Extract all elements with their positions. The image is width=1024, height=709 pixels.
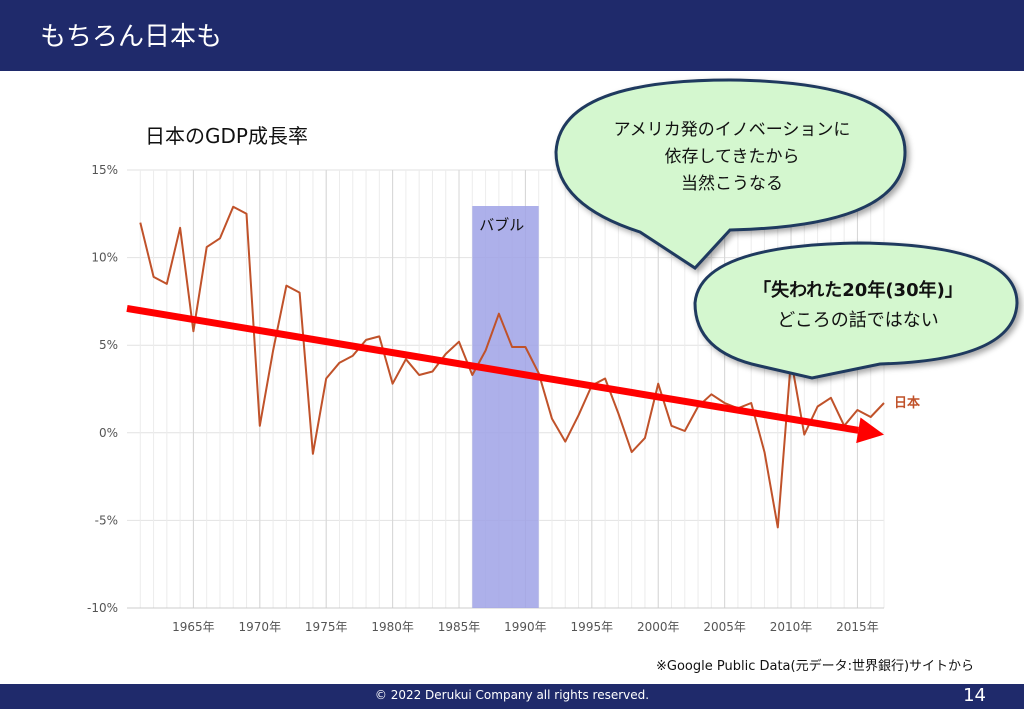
y-tick-label: 5%	[99, 338, 118, 352]
bubble-label: バブル	[479, 216, 524, 234]
trend-arrow-shaft	[126, 304, 859, 434]
trend-arrow-head	[856, 417, 884, 444]
y-tick-label: 15%	[91, 163, 118, 177]
x-tick-label: 1985年	[438, 620, 481, 634]
chart-title: 日本のGDP成長率	[145, 124, 308, 148]
callout-line: アメリカ発のイノベーションに	[613, 120, 851, 140]
footer-bar: © 2022 Derukui Company all rights reserv…	[0, 684, 1024, 709]
header-bar: もちろん日本も	[0, 0, 1024, 71]
x-tick-label: 2010年	[770, 620, 813, 634]
x-tick-label: 1990年	[504, 620, 547, 634]
x-tick-label: 1980年	[371, 620, 414, 634]
source-note: ※Google Public Data(元データ:世界銀行)サイトから	[656, 659, 975, 674]
x-tick-label: 1965年	[172, 620, 215, 634]
x-tick-label: 2005年	[703, 620, 746, 634]
x-tick-label: 1975年	[305, 620, 348, 634]
callout-text-innovation: アメリカ発のイノベーションに 依存してきたから 当然こうなる	[572, 117, 892, 198]
callout-bubble-innovation	[554, 78, 907, 270]
y-tick-label: 0%	[99, 426, 118, 440]
y-tick-label: -10%	[87, 601, 118, 615]
x-tick-label: 1970年	[239, 620, 282, 634]
callout-line: 「失われた20年(30年)」	[753, 280, 963, 301]
series-label-japan: 日本	[894, 395, 920, 411]
x-tick-label: 2015年	[836, 620, 879, 634]
copyright-text: © 2022 Derukui Company all rights reserv…	[374, 688, 650, 702]
x-tick-label: 1995年	[571, 620, 614, 634]
callout-line: 当然こうなる	[681, 174, 783, 194]
callout-line: どころの話ではない	[777, 310, 939, 331]
slide-title: もちろん日本も	[40, 22, 223, 52]
y-tick-label: 10%	[91, 251, 118, 265]
callout-text-lost-decades: 「失われた20年(30年)」 どころの話ではない	[700, 276, 1016, 336]
callout-line: 依存してきたから	[664, 147, 800, 167]
page-number: 14	[963, 685, 986, 706]
bubble-period-band	[472, 206, 539, 608]
y-tick-label: -5%	[95, 513, 118, 527]
callout-bubble-lost-decades	[693, 241, 1019, 380]
series-line-japan	[139, 205, 885, 529]
x-tick-label: 2000年	[637, 620, 680, 634]
